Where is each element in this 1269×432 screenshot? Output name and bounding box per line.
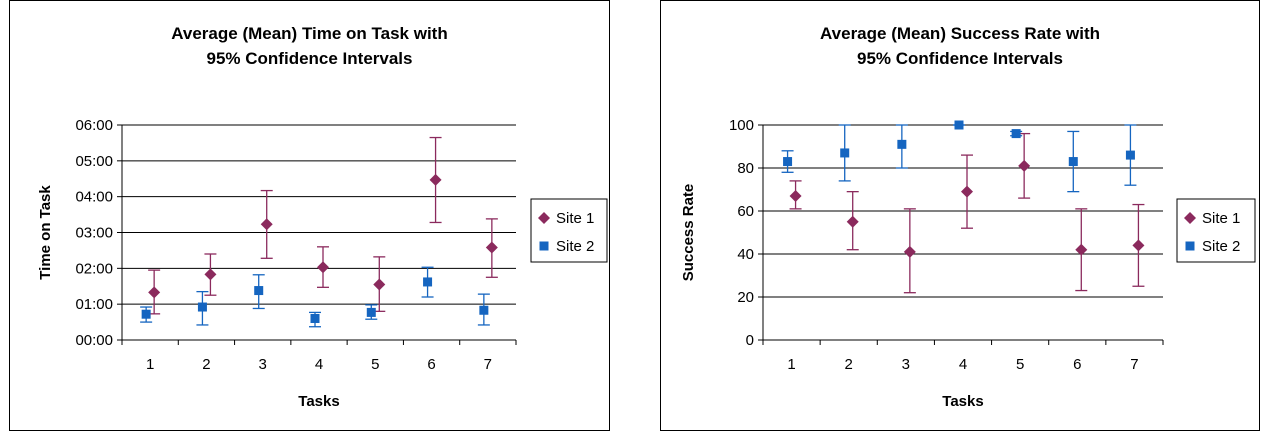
y-tick-label: 06:00 [75,117,113,134]
y-tick-label: 04:00 [75,189,113,206]
chart-title-line-1: Average (Mean) Success Rate with [820,24,1100,43]
data-point-site-1 [1018,159,1031,172]
chart-title-line-2: 95% Confidence Intervals [857,49,1063,68]
y-tick-label: 100 [729,117,754,134]
data-point-site-1 [373,278,386,291]
x-axis-title: Tasks [942,393,983,410]
data-point-site-2 [479,305,489,315]
y-axis-title: Success Rate [680,184,697,282]
data-point-site-1 [204,268,217,281]
data-point-site-2 [141,309,151,319]
data-point-site-1 [961,185,973,198]
time-on-task-chart: Average (Mean) Time on Task with 95% Con… [9,0,610,431]
y-tick-label: 80 [737,160,754,177]
y-tick-label: 02:00 [75,260,113,277]
data-point-site-2 [840,148,850,158]
y-tick-label: 0 [746,332,754,349]
x-axis-title: Tasks [298,393,339,410]
x-tick-label: 2 [202,356,210,373]
data-point-site-2 [1125,150,1135,160]
data-point-site-1 [429,173,442,186]
x-tick-label: 1 [787,356,795,373]
success-rate-chart: Average (Mean) Success Rate with 95% Con… [660,0,1260,431]
data-point-site-2 [423,277,433,287]
data-point-site-2 [197,302,207,312]
y-tick-label: 40 [737,246,754,263]
x-tick-label: 7 [484,356,492,373]
data-point-site-1 [903,245,916,258]
data-point-site-1 [485,241,498,254]
success-rate-plot: 0 20 40 60 80 100 1 2 3 4 5 6 7 Tasks Success Rate Site… [680,117,1256,410]
data-point-site-2 [366,307,376,317]
x-tick-label: 5 [371,356,379,373]
data-point-site-2 [897,139,907,149]
x-tick-label: 7 [1130,356,1138,373]
y-tick-label: 03:00 [75,225,113,242]
legend-box [530,198,608,263]
x-tick-label: 3 [259,356,267,373]
x-tick-label: 6 [427,356,435,373]
legend-marker-site-1 [538,212,550,224]
data-point-site-2 [954,120,964,130]
data-point-site-1 [260,218,273,231]
legend-marker-site-2 [1185,241,1195,251]
legend-marker-site-2 [539,241,549,251]
data-point-site-1 [148,286,161,299]
y-tick-label: 20 [737,289,754,306]
y-tick-label: 01:00 [75,296,113,313]
legend-marker-site-1 [1184,212,1196,224]
legend-label: Site 2 [556,238,594,255]
chart-title: Average (Mean) Time on Task with 95% Con… [10,21,609,71]
y-axis-title: Time on Task [37,185,54,280]
data-point-site-2 [783,157,793,167]
legend-box [1176,198,1256,263]
x-tick-label: 1 [146,356,154,373]
data-point-site-2 [254,286,264,296]
x-tick-label: 3 [902,356,910,373]
data-point-site-1 [317,261,329,274]
data-point-site-2 [1068,157,1078,167]
y-tick-label: 00:00 [75,332,113,349]
chart-title-line-2: 95% Confidence Intervals [206,49,413,68]
legend-label: Site 1 [556,210,594,227]
data-point-site-2 [1011,129,1021,139]
chart-title: Average (Mean) Success Rate with 95% Con… [661,21,1259,71]
x-tick-label: 4 [315,356,323,373]
legend-label: Site 1 [1202,210,1240,227]
y-tick-label: 60 [737,203,754,220]
data-point-site-1 [1132,239,1145,252]
legend-label: Site 2 [1202,238,1240,255]
x-tick-label: 6 [1073,356,1081,373]
data-point-site-1 [789,189,802,202]
y-tick-label: 05:00 [75,153,113,170]
data-point-site-2 [310,314,320,323]
x-tick-label: 4 [959,356,967,373]
x-tick-label: 5 [1016,356,1024,373]
time-on-task-plot: 00:00 01:00 02:00 03:00 04:00 05:00 06:00 1 2 3 4 5… [37,117,608,410]
x-tick-label: 2 [845,356,853,373]
data-point-site-1 [846,215,859,228]
chart-title-line-1: Average (Mean) Time on Task with [171,24,448,43]
data-point-site-1 [1075,243,1088,256]
